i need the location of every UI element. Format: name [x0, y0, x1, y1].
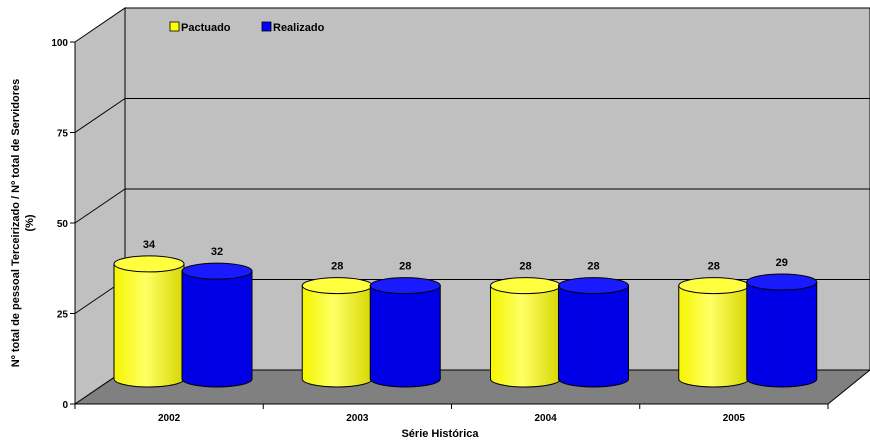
y-tick-label: 100 [51, 38, 68, 49]
y-tick-label: 25 [57, 310, 69, 321]
gridline-side [74, 188, 126, 224]
y-tick-label: 75 [57, 129, 69, 140]
data-label: 28 [587, 261, 599, 273]
data-label: 28 [399, 261, 411, 273]
bar-realizado-2002 [181, 262, 253, 388]
data-label: 28 [519, 261, 531, 273]
data-label: 28 [708, 261, 720, 273]
x-tick-label: 2003 [346, 413, 369, 424]
legend-swatch-pactuado [169, 21, 180, 32]
bar-pactuado-2005 [678, 277, 750, 388]
legend-label-realizado: Realizado [273, 22, 325, 34]
bar-pactuado-2004 [490, 277, 561, 388]
legend-swatch-realizado [261, 21, 272, 32]
bar-realizado-2004 [558, 277, 629, 388]
y-tick-label: 50 [57, 219, 69, 230]
y-axis-title-line2: (%) [24, 214, 36, 231]
data-label: 28 [331, 261, 343, 273]
data-label: 34 [143, 239, 156, 251]
bar-pactuado-2002 [113, 255, 185, 388]
data-label: 32 [211, 246, 223, 258]
bar-pactuado-2003 [301, 277, 373, 388]
x-tick-label: 2002 [158, 413, 181, 424]
x-tick-label: 2004 [535, 413, 558, 424]
y-axis-title-line1: Nº total de pessoal Terceirizado / Nº to… [10, 79, 22, 367]
x-axis-title: Série Histórica [401, 428, 479, 440]
data-label: 29 [776, 257, 788, 269]
y-tick-label: 0 [62, 400, 68, 411]
gridline-side [74, 98, 126, 133]
x-tick-label: 2005 [723, 413, 746, 424]
bar-realizado-2005 [746, 273, 818, 388]
legend: Pactuado Realizado [169, 21, 325, 34]
bar-realizado-2003 [369, 277, 441, 388]
legend-label-pactuado: Pactuado [181, 22, 231, 34]
